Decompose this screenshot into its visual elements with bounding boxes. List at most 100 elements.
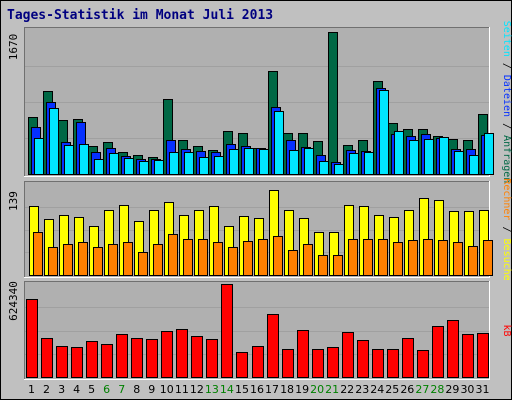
bar-seiten-day-30 (469, 155, 479, 175)
bar-kb-day-27 (417, 350, 429, 378)
bar-seiten-day-9 (154, 160, 164, 175)
bar-seiten-day-24 (379, 90, 389, 175)
day-label-19: 19 (295, 383, 309, 396)
bar-seiten-day-3 (64, 145, 74, 175)
day-label-25: 25 (385, 383, 399, 396)
legend-label-part: Seiten (501, 21, 512, 57)
day-label-11: 11 (175, 383, 189, 396)
bar-kb-day-29 (447, 320, 459, 378)
bar-kb-day-18 (282, 349, 294, 378)
bar-rechner-day-4 (78, 242, 88, 276)
series-kb (26, 284, 489, 378)
bar-kb-day-23 (357, 340, 369, 378)
bar-seiten-day-21 (334, 164, 344, 175)
bar-kb-day-22 (342, 332, 354, 378)
day-labels: 1 2 3 4 5 6 7 8 9 10 11 12 13 14 15 16 17 18 19 20 21 22 23 24 2… (28, 383, 489, 396)
bar-seiten-day-31 (484, 133, 494, 175)
bar-rechner-day-21 (333, 255, 343, 276)
day-label-27: 27 (415, 383, 429, 396)
day-label-7: 7 (118, 383, 125, 396)
legend-label-part: Besuche (501, 239, 512, 281)
bar-seiten-day-16 (259, 149, 269, 175)
day-label-15: 15 (235, 383, 249, 396)
bar-seiten-day-23 (364, 152, 374, 175)
bar-kb-day-8 (131, 338, 143, 378)
day-label-14: 14 (220, 383, 234, 396)
day-label-24: 24 (370, 383, 384, 396)
day-label-4: 4 (73, 383, 80, 396)
bar-seiten-day-2 (49, 108, 59, 175)
bar-rechner-day-26 (408, 240, 418, 276)
bar-rechner-day-29 (453, 242, 463, 276)
bar-kb-day-25 (387, 349, 399, 378)
bar-kb-day-26 (402, 338, 414, 378)
bar-rechner-day-2 (48, 247, 58, 276)
bar-kb-day-24 (372, 349, 384, 378)
day-label-20: 20 (310, 383, 324, 396)
day-label-2: 2 (43, 383, 50, 396)
bar-rechner-day-28 (438, 240, 448, 276)
bar-seiten-day-25 (394, 131, 404, 175)
bar-seiten-day-10 (169, 152, 179, 175)
day-label-21: 21 (325, 383, 339, 396)
bar-rechner-day-15 (243, 241, 253, 276)
bar-rechner-day-8 (138, 252, 148, 276)
bar-rechner-day-27 (423, 239, 433, 276)
bar-rechner-day-23 (363, 239, 373, 276)
series-seiten (34, 90, 494, 175)
bar-kb-day-30 (462, 334, 474, 378)
bar-kb-day-21 (327, 347, 339, 378)
bar-kb-day-31 (477, 333, 489, 378)
bar-seiten-day-1 (34, 138, 44, 175)
day-label-5: 5 (88, 383, 95, 396)
bar-seiten-day-17 (274, 111, 284, 175)
bar-kb-day-19 (297, 330, 309, 378)
legend-label-part: kB (501, 324, 512, 336)
bar-rechner-day-7 (123, 242, 133, 276)
bar-rechner-day-31 (483, 240, 493, 276)
panel-1: 1670 Seiten / Dateien / Anfragen (7, 21, 512, 184)
day-label-31: 31 (475, 383, 489, 396)
panel-3: 624340 kB (7, 281, 512, 380)
bar-rechner-day-25 (393, 242, 403, 276)
bar-rechner-day-3 (63, 244, 73, 276)
bar-kb-day-15 (236, 352, 248, 378)
bar-kb-day-10 (161, 331, 173, 378)
bar-seiten-day-11 (184, 152, 194, 175)
bar-rechner-day-12 (198, 239, 208, 276)
legend-label-part: Anfragen (501, 135, 512, 183)
bar-kb-day-6 (101, 344, 113, 378)
day-label-10: 10 (160, 383, 174, 396)
bar-kb-day-17 (267, 314, 279, 378)
bar-anfragen-day-21 (328, 32, 338, 175)
legend-label-part: Dateien (501, 75, 512, 117)
bar-seiten-day-15 (244, 148, 254, 175)
bar-kb-day-2 (41, 338, 53, 378)
bar-kb-day-20 (312, 349, 324, 378)
bar-rechner-day-5 (93, 247, 103, 276)
bar-rechner-day-16 (258, 239, 268, 276)
legend-label-part: Rechner (501, 178, 512, 220)
day-label-8: 8 (133, 383, 140, 396)
chart-panels: 1670 Seiten / Dateien / Anfragen 139 Rechne… (7, 21, 512, 380)
bar-rechner-day-24 (378, 239, 388, 276)
bar-seiten-day-26 (409, 140, 419, 175)
bar-seiten-day-8 (139, 161, 149, 175)
bar-seiten-day-13 (214, 156, 224, 175)
panel-1-max-label: 1670 (7, 34, 20, 61)
day-label-3: 3 (58, 383, 65, 396)
bar-seiten-day-12 (199, 157, 209, 175)
panel-2: 139 Rechner / Besuche (7, 178, 512, 280)
day-label-13: 13 (205, 383, 219, 396)
day-label-30: 30 (460, 383, 474, 396)
bar-seiten-day-5 (94, 159, 104, 175)
day-label-28: 28 (430, 383, 444, 396)
bar-rechner-day-13 (213, 242, 223, 276)
day-label-29: 29 (445, 383, 459, 396)
day-label-22: 22 (340, 383, 354, 396)
day-label-9: 9 (148, 383, 155, 396)
bar-seiten-day-22 (349, 153, 359, 175)
bar-rechner-day-20 (318, 255, 328, 276)
bar-seiten-day-28 (439, 137, 449, 175)
